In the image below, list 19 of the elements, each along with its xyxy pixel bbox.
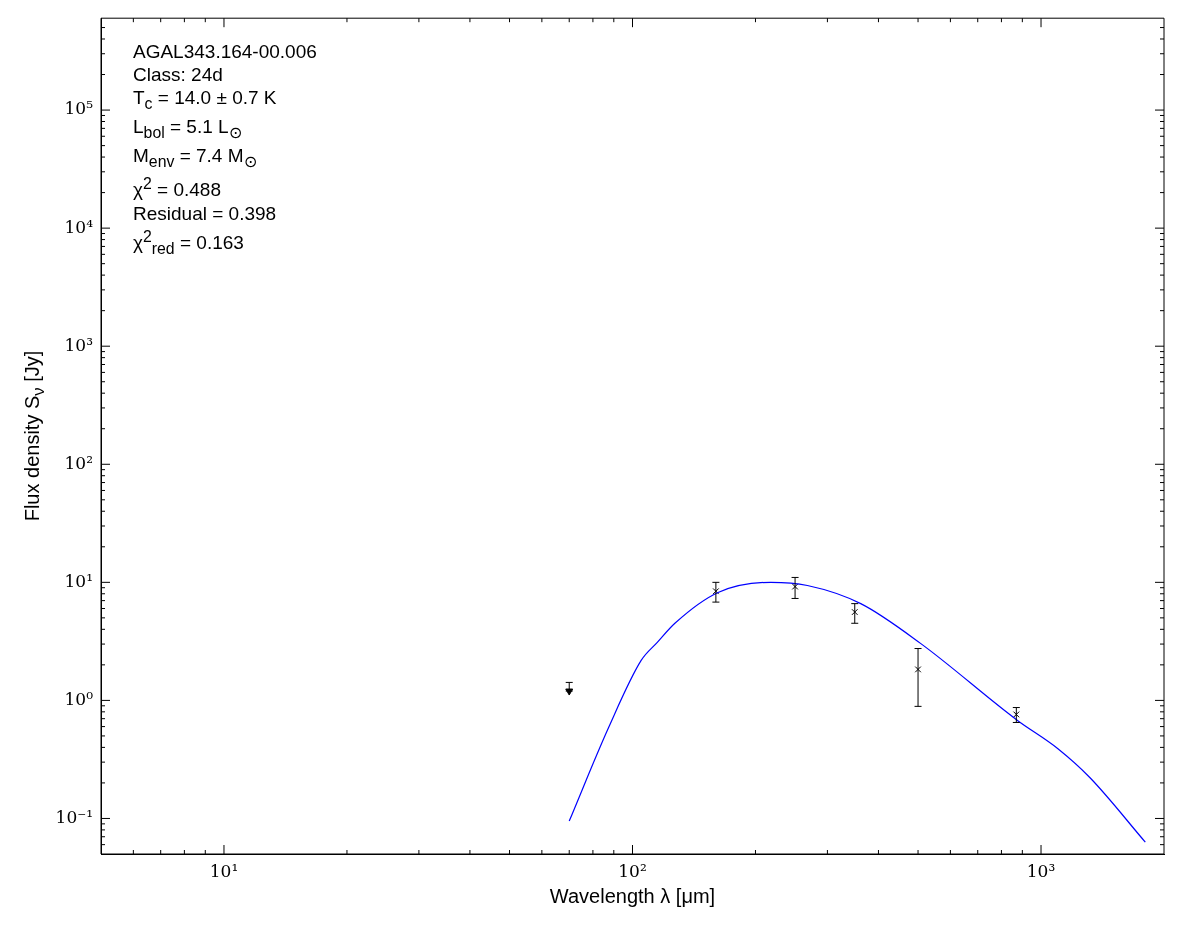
annotation: AGAL343.164-00.006 [133,40,317,63]
x-tick-label: 10¹ [209,860,239,881]
y-tick-label: 10⁴ [64,216,94,237]
y-tick-label: 10⁻¹ [55,806,93,827]
y-tick-label: 10² [64,452,93,473]
annotation: Class: 24d [133,63,224,86]
annotation: χ$^{2}$$_{red}$ = 0.163 [133,226,245,259]
y-tick-label: 10¹ [64,570,93,591]
x-tick-label: 10³ [1026,860,1056,881]
annotation: Residual = 0.398 [133,201,278,225]
annotation: M$_{env}$ = 7.4 M$_{⊙}$ [133,143,258,172]
annotation: χ$^{2}$ = 0.488 [133,174,222,202]
x-axis-title: Wavelength λ [μm] [548,885,717,908]
y-tick-label: 10⁰ [64,688,94,709]
y-tick-label: 10³ [64,334,93,355]
y-tick-label: 10⁵ [64,98,94,119]
annotation: L$_{bol}$ = 5.1 L$_{⊙}$ [133,114,243,143]
annotation: T$_{c}$ = 14.0 ± 0.7 K [133,86,278,114]
x-tick-label: 10² [618,860,647,881]
